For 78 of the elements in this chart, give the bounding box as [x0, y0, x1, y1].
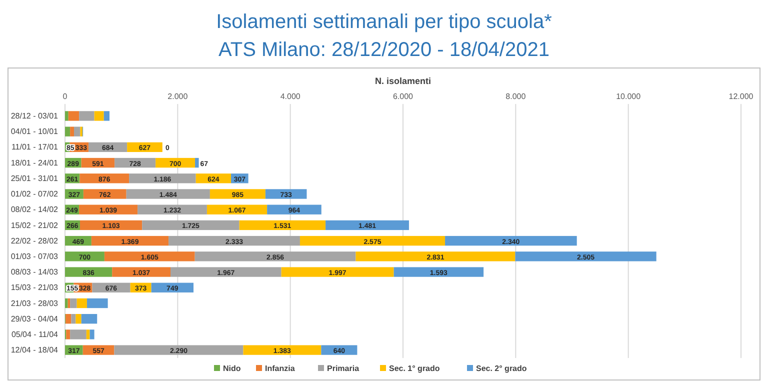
bar: [86, 298, 108, 308]
bar: [65, 298, 68, 308]
bar: [394, 267, 484, 277]
y-tick-label: 08/03 - 14/03: [10, 268, 59, 277]
bar: [76, 314, 82, 324]
bar: [81, 314, 98, 324]
bar: [94, 111, 104, 121]
bar: [239, 220, 326, 230]
bar: [210, 189, 266, 199]
bar: [142, 220, 240, 230]
bar: [91, 236, 169, 246]
bar: [66, 330, 70, 340]
y-tick-label: 18/01 - 24/01: [10, 158, 59, 168]
bar: [129, 174, 196, 184]
x-axis-title: N. isolamenti: [374, 76, 432, 86]
bar: [70, 298, 77, 308]
bar: [243, 345, 322, 355]
legend-label: Sec. 2° grado: [476, 364, 527, 373]
bar: [79, 111, 94, 121]
bar: [65, 126, 70, 136]
x-tick-label: 12.000: [728, 92, 754, 101]
bar: [356, 252, 516, 262]
bar: [321, 345, 358, 355]
bar: [70, 126, 74, 136]
y-tick-label: 12/04 - 18/04: [10, 346, 59, 355]
bar: [65, 267, 112, 277]
bar: [74, 126, 80, 136]
y-tick-label: 22/02 - 28/02: [10, 236, 59, 246]
x-tick-label: 0: [62, 92, 68, 101]
bar: [170, 267, 282, 277]
y-tick-label: 28/12 - 03/01: [10, 112, 59, 121]
bar: [76, 298, 87, 308]
y-tick-label: 05/04 - 11/04: [11, 330, 59, 339]
bar: [71, 314, 76, 324]
x-tick-label: 2.000: [168, 92, 188, 101]
y-tick-label: 08/02 - 14/02: [10, 205, 59, 214]
bar: [265, 189, 307, 199]
bar: [126, 189, 210, 199]
bar: [114, 345, 244, 355]
legend-label: Infanzia: [265, 364, 296, 373]
y-tick-label: 04/01 - 10/01: [10, 127, 59, 136]
bar: [65, 111, 68, 121]
legend-label: Primaria: [327, 364, 360, 373]
x-tick-label: 4.000: [280, 92, 301, 101]
bar: [68, 111, 80, 121]
bar: [267, 204, 322, 214]
chart-title: Isolamenti settimanali per tipo scuola*: [216, 11, 552, 33]
y-tick-label: 25/01 - 31/01: [10, 174, 59, 183]
bar: [281, 267, 394, 277]
bar: [195, 158, 199, 168]
x-tick-label: 10.000: [616, 92, 642, 101]
legend-label: Nido: [223, 364, 241, 373]
y-tick-label: 29/03 - 04/04: [10, 314, 59, 324]
bar: [86, 330, 90, 340]
bar: [104, 111, 110, 121]
bar: [194, 252, 356, 262]
x-tick-label: 6.000: [392, 92, 414, 101]
bar: [66, 314, 72, 324]
y-tick-label: 01/03 - 07/03: [10, 252, 59, 261]
bar: [104, 252, 195, 262]
bar: [515, 252, 656, 262]
bar: [83, 189, 126, 199]
bar: [300, 236, 446, 246]
x-tick-label: 8.000: [506, 92, 526, 101]
bar: [90, 330, 94, 340]
y-tick-label: 15/03 - 21/03: [10, 283, 59, 292]
y-tick-label: 15/02 - 21/02: [10, 220, 59, 230]
y-tick-label: 11/01 - 17/01: [11, 142, 59, 152]
legend-label: Sec. 1° grado: [389, 364, 440, 373]
bar: [326, 220, 409, 230]
bar: [445, 236, 577, 246]
bar: [112, 267, 171, 277]
bar: [168, 236, 300, 246]
bar: [138, 204, 207, 214]
y-tick-label: 01/02 - 07/02: [10, 190, 59, 199]
chart-subtitle: ATS Milano: 28/12/2020 - 18/04/2021: [218, 39, 550, 61]
bar: [70, 330, 86, 340]
y-tick-label: 21/03 - 28/03: [10, 298, 59, 308]
